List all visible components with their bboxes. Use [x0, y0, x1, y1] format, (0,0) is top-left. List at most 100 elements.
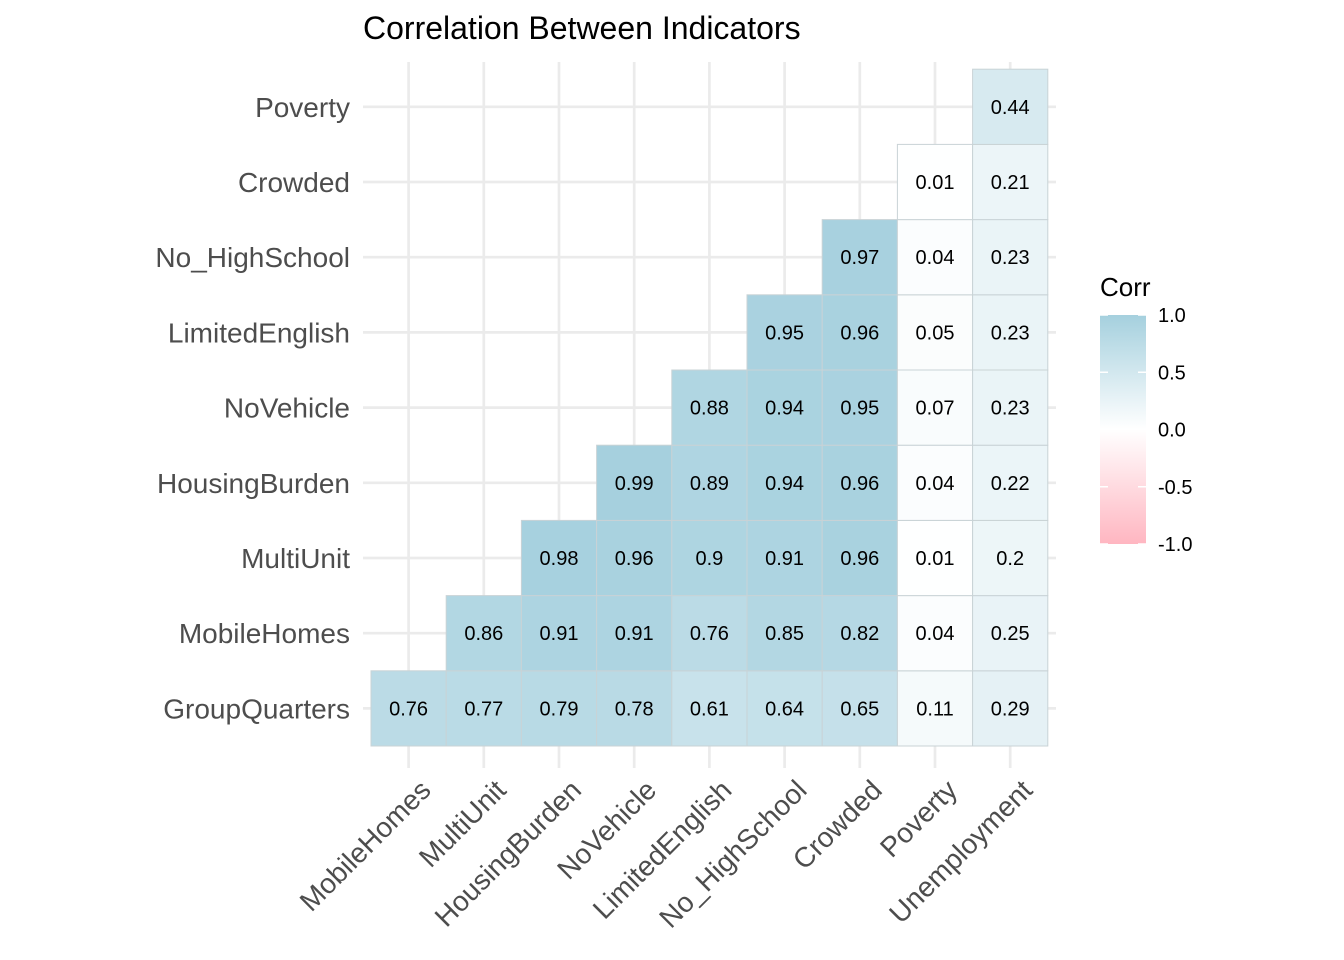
- heatmap-cell: [370, 670, 447, 747]
- heatmap-cell: [596, 519, 673, 597]
- heatmap-cell: [972, 670, 1049, 747]
- cell-value-label: 0.23: [991, 247, 1030, 269]
- legend: Corr 1.0 0.5 0.0 -0.5 -1.0: [1100, 272, 1192, 556]
- heatmap-cell: [896, 444, 974, 521]
- cell-value-label: 0.95: [765, 322, 804, 344]
- cell-value-label: 0.98: [540, 548, 579, 570]
- cell-value-label: 0.91: [615, 623, 654, 645]
- y-tick-label: No_HighSchool: [155, 242, 350, 273]
- cell-value-label: 0.23: [991, 322, 1030, 344]
- heatmap-cell: [746, 444, 823, 521]
- cell-value-label: 0.96: [615, 548, 654, 570]
- y-tick-label: MobileHomes: [179, 618, 350, 649]
- y-tick-label: LimitedEnglish: [168, 317, 350, 348]
- cell-value-label: 0.61: [690, 698, 729, 720]
- cell-value-label: 0.29: [991, 698, 1030, 720]
- cell-labels: 0.76 0.77 0.79 0.78 0.61 0.64 0.65 0.11 0.29 0.86…: [389, 97, 1030, 721]
- y-tick-label: HousingBurden: [157, 468, 350, 499]
- cell-value-label: 0.9: [695, 548, 723, 570]
- cell-value-label: 0.21: [991, 172, 1030, 194]
- heatmap-cell: [972, 68, 1049, 145]
- y-tick-label: Crowded: [238, 167, 350, 198]
- cell-value-label: 0.25: [991, 623, 1030, 645]
- heatmap-cell: [972, 595, 1049, 672]
- legend-title: Corr: [1100, 272, 1151, 302]
- cell-value-label: 0.77: [464, 698, 503, 720]
- legend-tick-label: 0.5: [1158, 362, 1186, 384]
- heatmap-cell: [896, 143, 974, 221]
- legend-tick-label: 1.0: [1158, 305, 1186, 327]
- heatmap-cell: [972, 444, 1049, 521]
- cell-value-label: 0.89: [690, 473, 729, 495]
- y-axis: GroupQuarters MobileHomes MultiUnit Housing…: [155, 92, 350, 725]
- heatmap-cell: [746, 670, 823, 747]
- legend-tick-label: -1.0: [1158, 534, 1192, 556]
- x-tick-label: MobileHomes: [294, 774, 437, 917]
- heatmap-cell: [821, 670, 898, 747]
- cell-value-label: 0.05: [916, 322, 955, 344]
- cell-value-label: 0.07: [916, 398, 955, 420]
- cell-value-label: 0.01: [916, 172, 955, 194]
- y-tick-label: NoVehicle: [224, 393, 350, 424]
- heatmap-cell: [746, 595, 823, 672]
- heatmap-cell: [821, 219, 898, 296]
- cell-value-label: 0.76: [690, 623, 729, 645]
- heatmap-cell: [671, 444, 748, 521]
- heatmap-cell: [896, 519, 974, 597]
- cell-value-label: 0.2: [996, 548, 1024, 570]
- cell-value-label: 0.65: [840, 698, 879, 720]
- y-tick-label: MultiUnit: [241, 543, 350, 574]
- heatmap-cell: [671, 369, 748, 446]
- cell-value-label: 0.04: [916, 473, 955, 495]
- heatmap-cells: [370, 68, 1049, 747]
- heatmap-cell: [896, 670, 974, 747]
- cell-value-label: 0.44: [991, 97, 1030, 119]
- heatmap-cell: [445, 595, 522, 672]
- heatmap-cell: [596, 595, 673, 672]
- legend-tick-label: -0.5: [1158, 477, 1192, 499]
- cell-value-label: 0.96: [840, 473, 879, 495]
- heatmap-cell: [972, 519, 1049, 597]
- heatmap-cell: [821, 595, 898, 672]
- cell-value-label: 0.04: [916, 623, 955, 645]
- heatmap-cell: [596, 444, 673, 521]
- cell-value-label: 0.99: [615, 473, 654, 495]
- cell-value-label: 0.85: [765, 623, 804, 645]
- cell-value-label: 0.04: [916, 247, 955, 269]
- cell-value-label: 0.96: [840, 548, 879, 570]
- cell-value-label: 0.88: [690, 398, 729, 420]
- cell-value-label: 0.86: [464, 623, 503, 645]
- cell-value-label: 0.01: [916, 548, 955, 570]
- y-tick-label: GroupQuarters: [163, 693, 350, 724]
- cell-value-label: 0.76: [389, 698, 428, 720]
- cell-value-label: 0.22: [991, 473, 1030, 495]
- cell-value-label: 0.79: [540, 698, 579, 720]
- heatmap-cell: [821, 519, 898, 597]
- cell-value-label: 0.97: [840, 247, 879, 269]
- x-axis: MobileHomesMultiUnitHousingBurdenNoVehic…: [294, 774, 1039, 934]
- heatmap-cell: [896, 595, 974, 672]
- cell-value-label: 0.11: [916, 698, 953, 720]
- cell-value-label: 0.64: [765, 698, 804, 720]
- cell-value-label: 0.78: [615, 698, 654, 720]
- heatmap-cell: [821, 369, 898, 446]
- cell-value-label: 0.23: [991, 398, 1030, 420]
- heatmap-cell: [596, 670, 673, 747]
- cell-value-label: 0.96: [840, 322, 879, 344]
- legend-tick-label: 0.0: [1158, 420, 1186, 442]
- heatmap-cell: [746, 519, 823, 597]
- heatmap-cell: [671, 519, 748, 597]
- heatmap-cell: [746, 294, 823, 371]
- heatmap-cell: [671, 595, 748, 672]
- cell-value-label: 0.94: [765, 398, 804, 420]
- cell-value-label: 0.91: [765, 548, 804, 570]
- cell-value-label: 0.91: [540, 623, 579, 645]
- heatmap-cell: [746, 369, 823, 446]
- cell-value-label: 0.94: [765, 473, 804, 495]
- heatmap-cell: [972, 143, 1049, 221]
- y-tick-label: Poverty: [255, 92, 350, 123]
- chart-title: Correlation Between Indicators: [363, 10, 801, 46]
- heatmap-cell: [520, 519, 598, 597]
- cell-value-label: 0.95: [840, 398, 879, 420]
